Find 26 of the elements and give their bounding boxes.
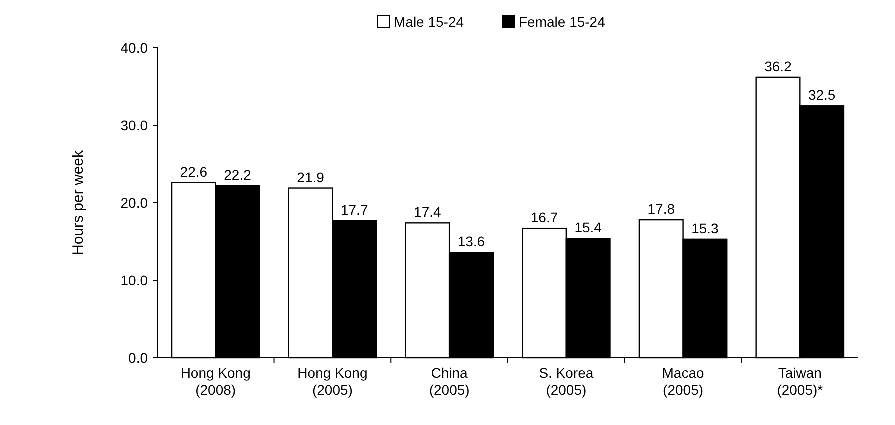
data-label: 15.3 [692,220,720,236]
y-axis-title: Hours per week [70,150,87,256]
data-label: 17.7 [340,202,368,218]
y-tick-label: 10.0 [120,272,148,288]
data-label: 32.5 [808,87,836,104]
y-tick-label: 20.0 [120,194,148,211]
data-label: 17.8 [648,201,676,218]
y-tick-label: 0.0 [128,350,148,366]
data-label: 22.2 [224,166,252,183]
x-tick-label: Taiwan (2005)* [777,365,824,398]
x-tick-label: China (2005) [429,365,470,398]
legend-label: Male 15-24 [394,14,464,30]
data-label: 15.4 [574,220,602,236]
y-tick-label: 30.0 [120,117,148,134]
data-label: 22.6 [180,164,208,180]
data-label: 17.4 [414,204,442,220]
data-label: 16.7 [530,210,558,226]
data-label: 36.2 [764,58,792,74]
y-tick-label: 40.0 [120,40,148,56]
data-label: 21.9 [297,169,325,186]
x-tick-label: Hong Kong (2005) [298,365,368,398]
x-tick-label: Macao (2005) [662,365,705,398]
x-tick-label: S. Korea (2005) [539,365,594,398]
x-tick-label: Hong Kong (2008) [180,365,251,398]
data-label: 13.6 [458,234,486,250]
legend-label: Female 15-24 [519,14,606,30]
